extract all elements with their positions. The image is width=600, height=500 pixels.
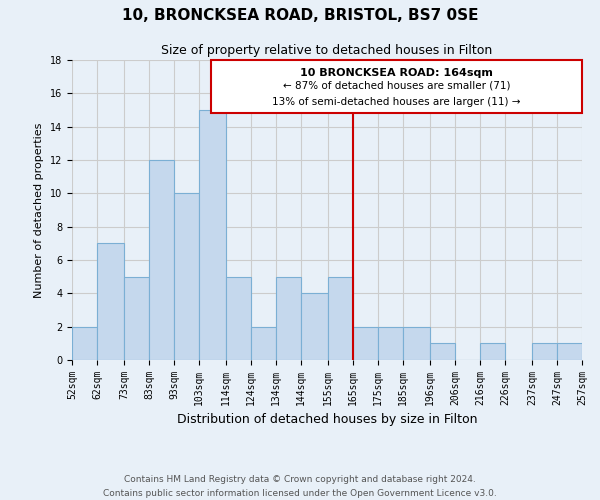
Bar — [430, 344, 455, 360]
Title: Size of property relative to detached houses in Filton: Size of property relative to detached ho… — [161, 44, 493, 58]
Bar — [226, 276, 251, 360]
X-axis label: Distribution of detached houses by size in Filton: Distribution of detached houses by size … — [177, 414, 477, 426]
Text: Contains HM Land Registry data © Crown copyright and database right 2024.
Contai: Contains HM Land Registry data © Crown c… — [103, 476, 497, 498]
Bar — [199, 110, 226, 360]
Bar — [251, 326, 276, 360]
Text: 10 BRONCKSEA ROAD: 164sqm: 10 BRONCKSEA ROAD: 164sqm — [300, 68, 493, 78]
Text: 10, BRONCKSEA ROAD, BRISTOL, BS7 0SE: 10, BRONCKSEA ROAD, BRISTOL, BS7 0SE — [122, 8, 478, 22]
Bar — [480, 344, 505, 360]
Bar — [72, 326, 97, 360]
Bar — [403, 326, 430, 360]
Bar — [328, 276, 353, 360]
Bar — [124, 276, 149, 360]
FancyBboxPatch shape — [211, 60, 582, 114]
Text: 13% of semi-detached houses are larger (11) →: 13% of semi-detached houses are larger (… — [272, 96, 521, 106]
Y-axis label: Number of detached properties: Number of detached properties — [34, 122, 44, 298]
Bar — [149, 160, 174, 360]
Bar — [301, 294, 328, 360]
Text: ← 87% of detached houses are smaller (71): ← 87% of detached houses are smaller (71… — [283, 80, 511, 90]
Bar — [174, 194, 199, 360]
Bar — [353, 326, 378, 360]
Bar — [532, 344, 557, 360]
Bar — [276, 276, 301, 360]
Bar — [557, 344, 582, 360]
Bar — [97, 244, 124, 360]
Bar — [378, 326, 403, 360]
